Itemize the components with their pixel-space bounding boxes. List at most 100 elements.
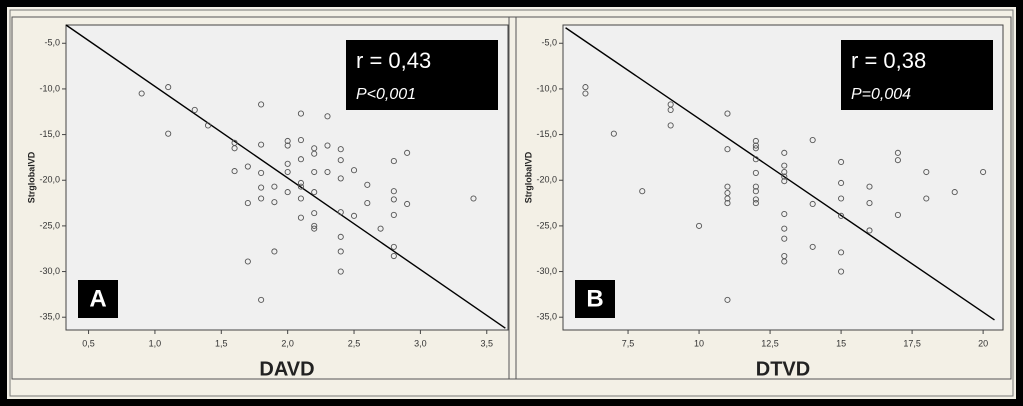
point [350, 212, 358, 219]
point [809, 243, 816, 250]
y-tick-label: -15,0 [536, 129, 557, 139]
point [752, 188, 759, 195]
y-tick-label: -20,0 [39, 175, 60, 185]
point [350, 167, 358, 174]
point [781, 235, 788, 242]
point [337, 209, 344, 216]
point [138, 90, 145, 97]
point [696, 222, 703, 229]
point [204, 122, 212, 129]
point [364, 181, 371, 188]
annotation-box [346, 40, 498, 110]
point [894, 157, 901, 164]
annotation-r: r = 0,38 [851, 48, 926, 73]
fit-line [65, 24, 506, 329]
fit-line [565, 27, 995, 321]
point [809, 200, 816, 208]
point [752, 200, 759, 207]
y-tick-label: -5,0 [44, 38, 60, 48]
point [231, 145, 238, 152]
x-tick-label: 0,5 [82, 338, 95, 348]
point [894, 149, 901, 156]
point [639, 188, 646, 195]
point [297, 179, 304, 187]
point [297, 137, 304, 144]
point [324, 113, 331, 120]
x-axis-title: DTVD [756, 358, 810, 380]
x-axis-title: DAVD [259, 358, 314, 380]
point [337, 233, 344, 240]
point [923, 195, 930, 202]
point [337, 157, 344, 164]
point [752, 183, 759, 190]
point [838, 179, 845, 187]
point [752, 156, 759, 163]
point [582, 84, 589, 91]
point [390, 158, 397, 165]
y-tick-label: -10,0 [536, 83, 557, 93]
point [271, 199, 278, 206]
x-tick-label: 2,5 [348, 338, 361, 348]
y-tick-label: -5,0 [541, 38, 557, 48]
point [271, 248, 278, 255]
point [337, 248, 344, 255]
point [191, 106, 198, 113]
point [337, 175, 344, 182]
x-tick-label: 2,0 [281, 338, 294, 348]
point [781, 225, 788, 232]
point [244, 258, 251, 265]
point [324, 142, 331, 149]
y-tick-label: -20,0 [536, 175, 557, 185]
point [752, 169, 759, 176]
point [781, 258, 788, 265]
point [377, 225, 384, 232]
point [244, 200, 251, 207]
point [311, 189, 318, 196]
point [781, 210, 788, 218]
frame-inner [9, 9, 1014, 397]
point [258, 296, 265, 303]
y-tick-label: -35,0 [536, 312, 557, 322]
y-tick-label: -30,0 [536, 266, 557, 276]
point [781, 178, 788, 185]
annotation-p: P<0,001 [356, 86, 416, 103]
y-tick-label: -25,0 [536, 220, 557, 230]
x-tick-label: 12,5 [761, 338, 779, 348]
x-tick-label: 20 [978, 338, 988, 348]
point [667, 122, 674, 129]
point [781, 173, 788, 180]
point [980, 168, 987, 176]
point [364, 200, 371, 207]
point [894, 211, 901, 218]
point [244, 163, 251, 170]
point [297, 195, 304, 202]
annotation-r: r = 0,43 [356, 48, 431, 73]
point [724, 296, 731, 303]
y-tick-label: -15,0 [39, 129, 60, 139]
panel-label: B [586, 285, 603, 312]
point [311, 168, 318, 176]
panel-label-box [575, 280, 615, 318]
point [724, 183, 731, 190]
point [809, 137, 816, 144]
x-tick-label: 3,5 [481, 338, 494, 348]
point [258, 101, 265, 108]
point [297, 214, 304, 221]
point [781, 168, 788, 176]
y-tick-label: -25,0 [39, 220, 60, 230]
point [866, 227, 873, 234]
point [838, 268, 845, 275]
point [781, 162, 788, 169]
point [258, 169, 265, 176]
y-axis-title: StrglobalVD [26, 151, 36, 203]
x-tick-label: 10 [694, 338, 704, 348]
y-tick-label: -35,0 [39, 312, 60, 322]
panel-border [11, 16, 517, 380]
x-tick-label: 1,0 [149, 338, 162, 348]
point [866, 183, 873, 190]
x-tick-label: 1,5 [215, 338, 228, 348]
point [284, 168, 291, 176]
point [258, 195, 265, 202]
x-tick-label: 15 [836, 338, 846, 348]
